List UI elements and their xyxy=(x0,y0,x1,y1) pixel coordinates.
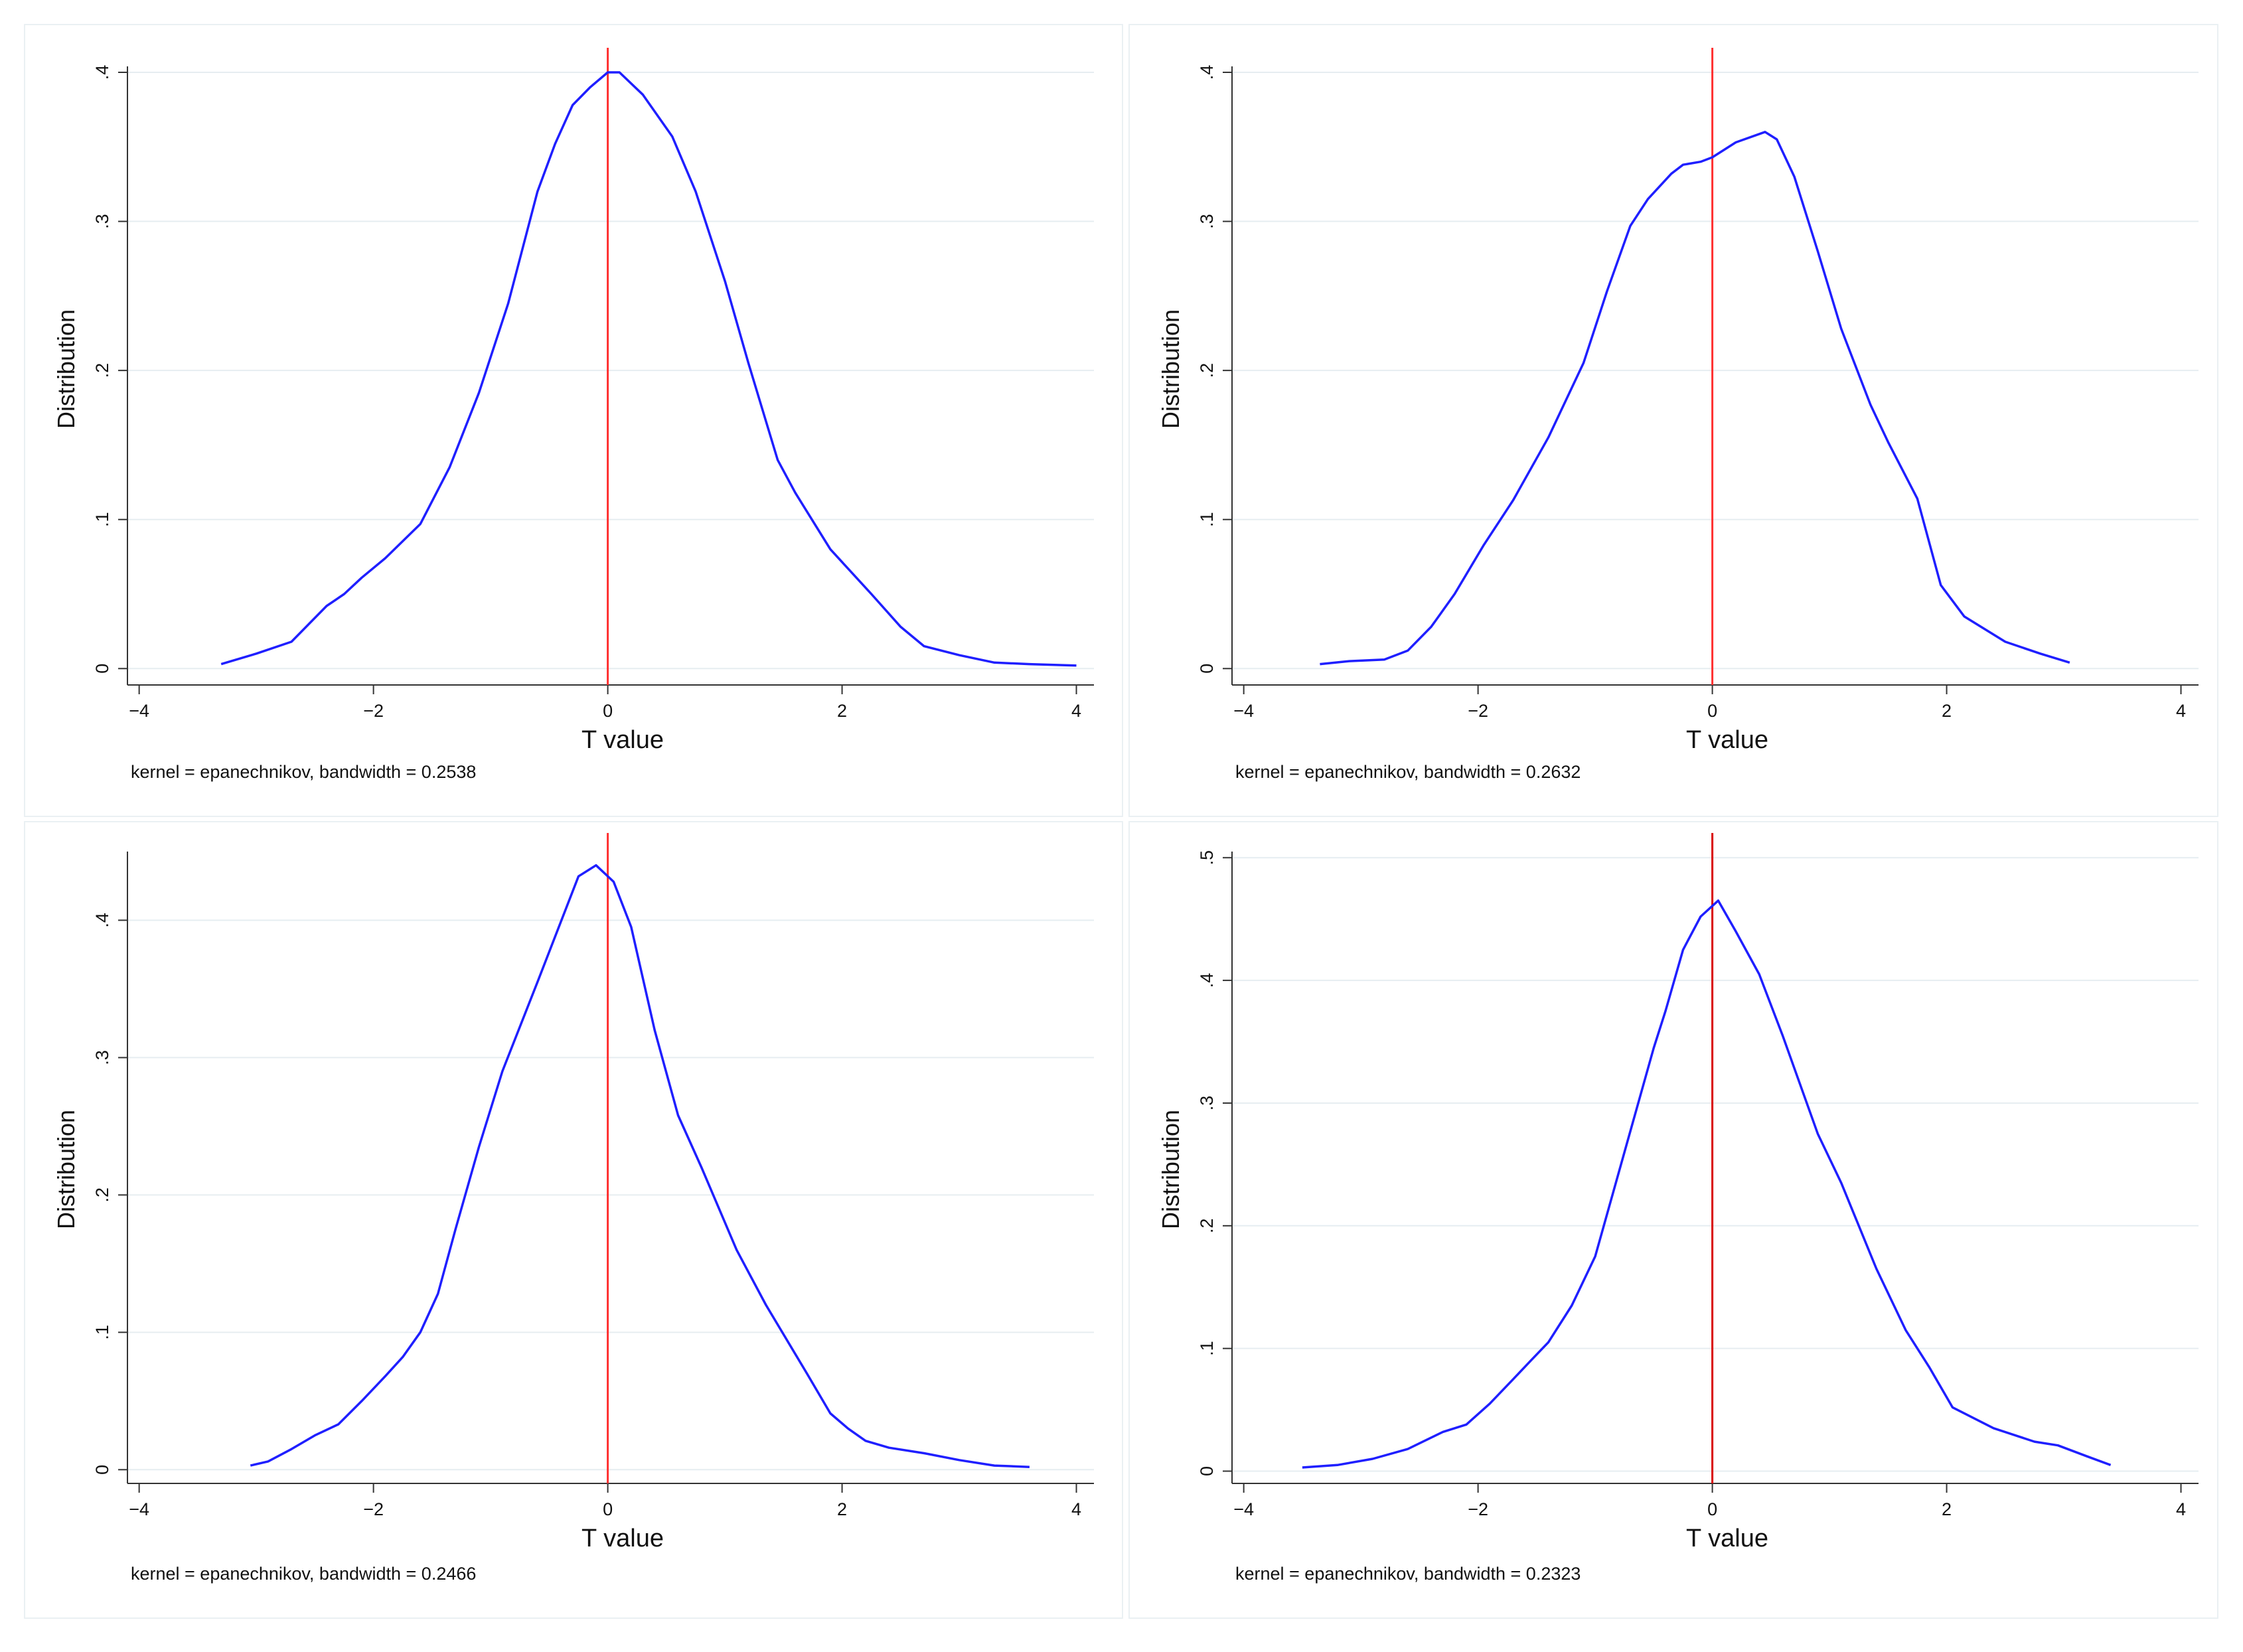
chart-bottom-left: 0 .1 .2 .3 .4 −4 −2 0 2 4 T value Distribution kerne… xyxy=(52,833,1094,1584)
kernel-note: kernel = epanechnikov, bandwidth = 0.253… xyxy=(131,762,476,782)
y-tick-label: .4 xyxy=(1197,973,1217,988)
y-tick-label: 0 xyxy=(92,664,112,674)
density-curve xyxy=(1320,131,2070,666)
x-tick-label: 0 xyxy=(1707,1499,1717,1519)
y-tick-label: .3 xyxy=(1197,214,1217,229)
density-curve xyxy=(250,864,1030,1468)
x-tick-label: 0 xyxy=(603,701,613,721)
density-curve xyxy=(1302,899,2112,1469)
x-axis-title: T value xyxy=(1686,1525,1768,1552)
y-tick-label: .1 xyxy=(92,512,112,527)
x-tick-label: −2 xyxy=(363,1499,384,1519)
x-tick-label: 2 xyxy=(1942,1499,1952,1519)
x-axis-title: T value xyxy=(581,726,664,754)
y-tick-label: .2 xyxy=(92,363,112,378)
x-tick-label: −2 xyxy=(1468,1499,1488,1519)
x-tick-label: −2 xyxy=(1468,701,1488,721)
y-tick-label: .2 xyxy=(92,1187,112,1203)
y-tick-label: 0 xyxy=(1197,1466,1217,1476)
kernel-note: kernel = epanechnikov, bandwidth = 0.232… xyxy=(1235,1564,1581,1584)
y-tick-label: .2 xyxy=(1197,363,1217,378)
y-tick-label: .3 xyxy=(1197,1096,1217,1111)
x-tick-label: −4 xyxy=(1233,701,1254,721)
x-tick-label: 2 xyxy=(1942,701,1952,721)
y-axis-title: Distribution xyxy=(1157,1110,1184,1229)
y-tick-label: .4 xyxy=(1197,65,1217,80)
x-tick-label: −4 xyxy=(129,1499,149,1519)
kernel-note: kernel = epanechnikov, bandwidth = 0.263… xyxy=(1235,762,1581,782)
y-tick-label: .4 xyxy=(92,913,112,928)
kernel-note: kernel = epanechnikov, bandwidth = 0.246… xyxy=(131,1564,476,1584)
y-tick-label: 0 xyxy=(92,1465,112,1475)
x-tick-label: 4 xyxy=(2176,1499,2186,1519)
y-tick-label: .1 xyxy=(92,1325,112,1340)
y-axis-title: Distribution xyxy=(52,309,80,429)
x-tick-label: 4 xyxy=(1071,1499,1081,1519)
chart-panel-4 xyxy=(1128,821,2218,1619)
x-tick-label: 0 xyxy=(603,1499,613,1519)
y-tick-label: .4 xyxy=(92,65,112,80)
x-tick-label: 2 xyxy=(837,701,847,721)
x-tick-label: 2 xyxy=(837,1499,847,1519)
x-axis-title: T value xyxy=(581,1525,664,1552)
density-curve xyxy=(220,71,1077,667)
chart-top-left: 0 .1 .2 .3 .4 −4 −2 0 2 4 T value Distribution kerne… xyxy=(52,48,1094,782)
y-tick-label: .5 xyxy=(1197,850,1217,865)
y-tick-label: .3 xyxy=(92,214,112,229)
y-tick-label: .1 xyxy=(1197,1341,1217,1356)
chart-bottom-right: 0 .1 .2 .3 .4 .5 −4 −2 0 2 4 T value Distribution ker… xyxy=(1157,833,2199,1584)
x-tick-label: 0 xyxy=(1707,701,1717,721)
y-tick-label: .3 xyxy=(92,1050,112,1065)
x-tick-label: 4 xyxy=(1071,701,1081,721)
x-tick-label: 4 xyxy=(2176,701,2186,721)
y-axis-title: Distribution xyxy=(52,1110,80,1229)
chart-panel-3 xyxy=(24,821,1123,1619)
x-tick-label: −2 xyxy=(363,701,384,721)
y-tick-label: .1 xyxy=(1197,512,1217,527)
y-tick-label: .2 xyxy=(1197,1219,1217,1234)
chart-top-right: 0 .1 .2 .3 .4 −4 −2 0 2 4 T value Distribution kerne… xyxy=(1157,48,2199,782)
x-tick-label: −4 xyxy=(129,701,149,721)
x-axis-title: T value xyxy=(1686,726,1768,754)
y-axis-title: Distribution xyxy=(1157,309,1184,429)
y-tick-label: 0 xyxy=(1197,664,1217,674)
x-tick-label: −4 xyxy=(1233,1499,1254,1519)
